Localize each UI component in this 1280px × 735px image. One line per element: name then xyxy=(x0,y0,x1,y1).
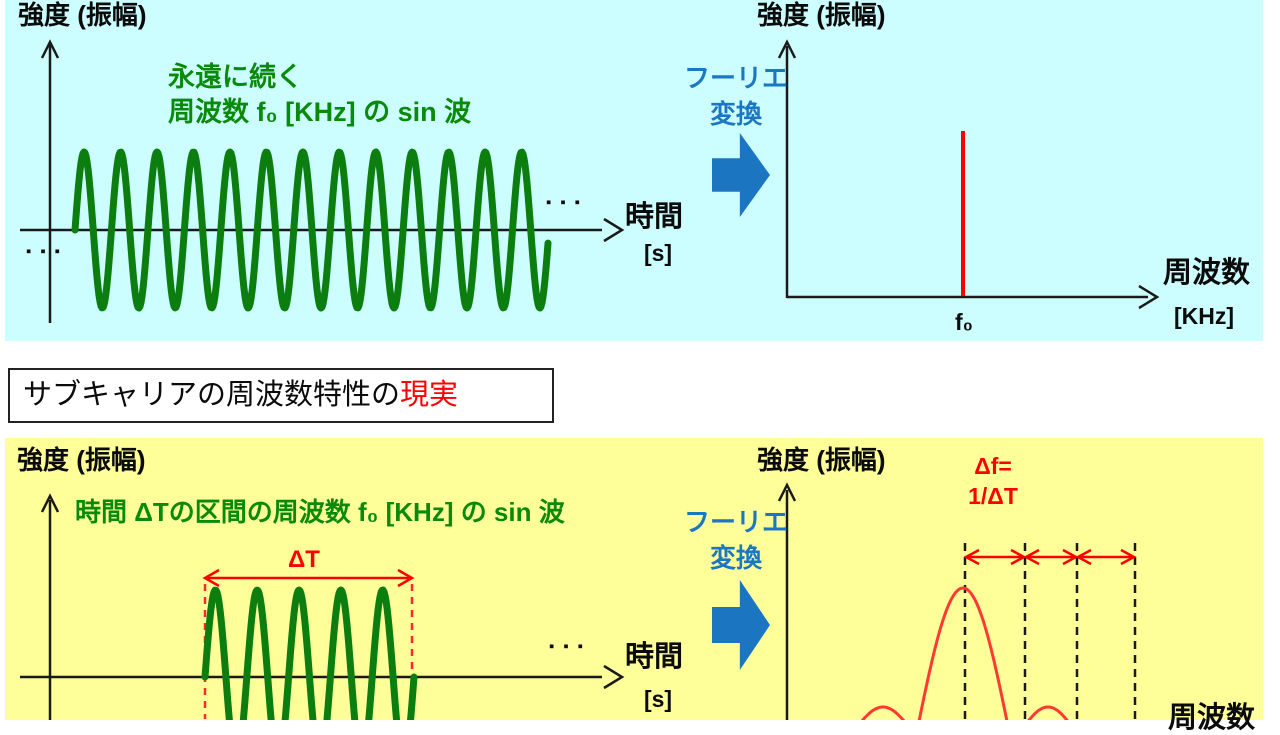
top-left-y-axis-label: 強度 (振幅) xyxy=(18,0,147,30)
top-time-axis-label: 時間 xyxy=(625,201,684,233)
spike-frequency-label: f₀ xyxy=(954,309,974,335)
delta-f-label: Δf= 1/ΔT xyxy=(948,451,1038,511)
bottom-freq-axis-label: 周波数 xyxy=(1168,702,1256,734)
top-time-axis-unit: [s] xyxy=(643,240,673,266)
delta-f-label-line1: Δf= xyxy=(974,453,1012,479)
continuation-dots-bottom: ▪▪▪ xyxy=(549,638,592,655)
bottom-time-axis-unit: [s] xyxy=(643,686,673,712)
fourier-bottom-line2: 変換 xyxy=(709,543,762,573)
delta-f-label-line2: 1/ΔT xyxy=(968,483,1018,509)
bottom-time-axis-label: 時間 xyxy=(625,641,684,673)
fourier-bottom-line1: フーリエ xyxy=(683,507,788,537)
bottom-right-y-axis-label: 強度 (振幅) xyxy=(757,445,886,475)
fourier-top-line1: フーリエ xyxy=(683,63,788,93)
ideal-case-panel xyxy=(5,0,1263,341)
top-freq-axis-label: 周波数 xyxy=(1163,257,1251,289)
endless-wave-caption-line1: 永遠に続く xyxy=(168,62,303,92)
endless-wave-caption-line2: 周波数 f₀ [KHz] の sin 波 xyxy=(168,97,472,127)
fourier-transform-label-top: フーリエ 変換 xyxy=(682,60,790,132)
real-case-panel xyxy=(5,438,1263,720)
slide: { "colors": { "top_panel_bg": "#ccfeff",… xyxy=(5,0,1263,734)
continuation-dots-right: ▪▪▪ xyxy=(546,194,589,211)
fourier-top-line2: 変換 xyxy=(709,99,762,129)
top-right-y-axis-label: 強度 (振幅) xyxy=(757,0,886,30)
delta-t-label: ΔT xyxy=(288,546,320,573)
section-title-box: サブキャリアの周波数特性の現実 xyxy=(8,368,554,423)
limited-wave-caption: 時間 ΔTの区間の周波数 f₀ [KHz] の sin 波 xyxy=(75,497,565,527)
fourier-transform-label-bottom: フーリエ 変換 xyxy=(682,504,790,576)
section-title-red: 現実 xyxy=(400,379,459,411)
top-freq-axis-unit: [KHz] xyxy=(1173,303,1235,329)
bottom-left-y-axis-label: 強度 (振幅) xyxy=(17,445,146,475)
section-title-black: サブキャリアの周波数特性の xyxy=(23,379,401,411)
continuation-dots-left: ▪▪▪ xyxy=(26,243,69,260)
